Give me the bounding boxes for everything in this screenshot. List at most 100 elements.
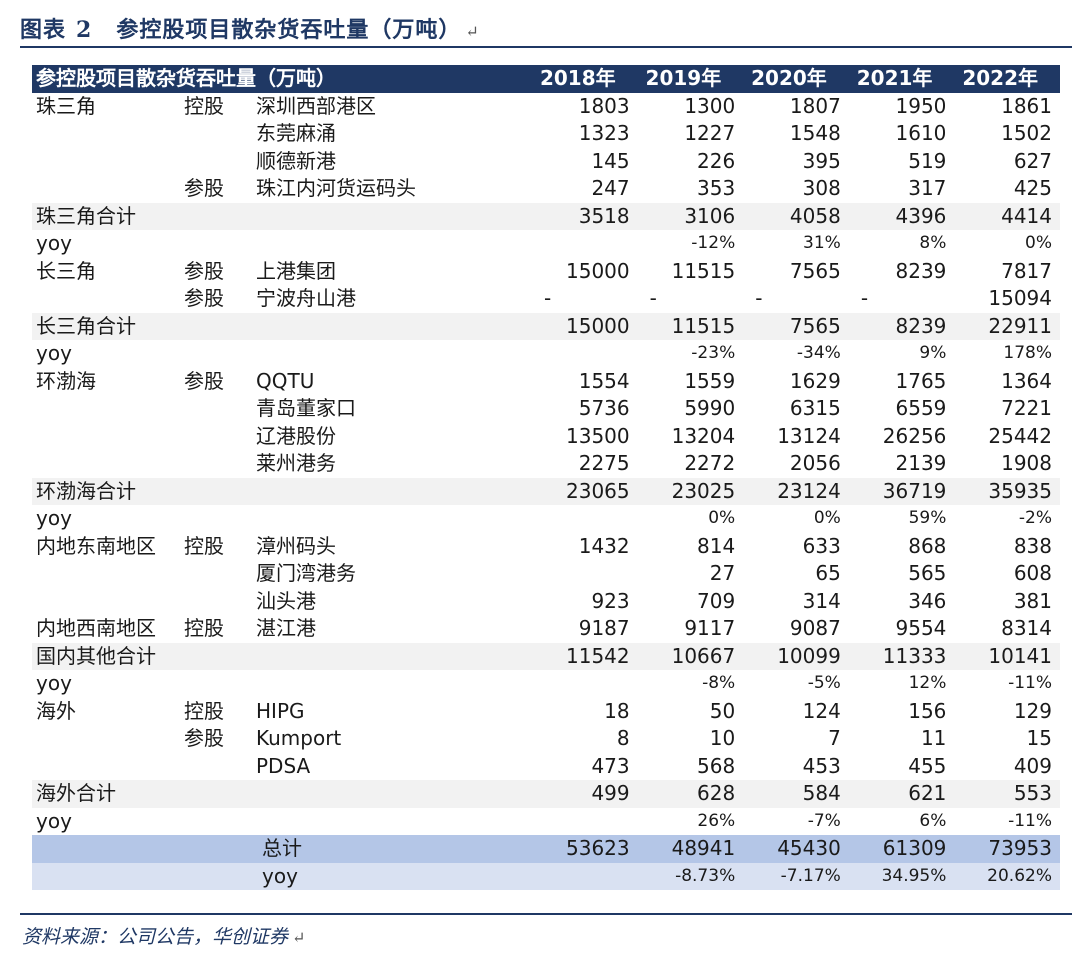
project-name-cell: PDSA xyxy=(256,753,311,778)
stake-cell xyxy=(180,230,252,258)
value-cell: 7221 xyxy=(1001,396,1052,420)
value-cell: 6559 xyxy=(895,396,947,420)
region-cell xyxy=(32,175,180,203)
value-cell: 1364 xyxy=(1001,368,1052,393)
value-cell: 2272 xyxy=(684,451,736,475)
region-cell xyxy=(32,395,180,423)
value-cell: 9117 xyxy=(684,616,736,640)
yoy-cell: 12% xyxy=(908,673,947,693)
value-cell: 35935 xyxy=(954,477,1060,505)
value-cell: 2056 xyxy=(789,451,841,475)
value-cell: 395 xyxy=(802,148,841,173)
value-cell: 7817 xyxy=(1001,258,1052,283)
value-cell: 48941 xyxy=(637,835,744,863)
region-cell: yoy xyxy=(36,341,72,365)
value-cell: 455 xyxy=(908,753,947,778)
region-cell xyxy=(32,450,180,478)
yoy-cell: -8% xyxy=(702,673,736,693)
year-header: 2019年 xyxy=(637,65,744,93)
value-cell: - xyxy=(544,286,552,310)
region-cell xyxy=(32,285,180,313)
yoy-cell: 178% xyxy=(1003,343,1052,363)
table-header-row: 参控股项目散杂货吞吐量（万吨） 2018年 2019年 2020年 2021年 … xyxy=(32,65,1060,93)
title-bar: 图表 2 参控股项目散杂货吞吐量（万吨） ↵ xyxy=(20,8,1072,48)
region-cell: 内地西南地区 xyxy=(36,616,156,640)
region-cell: 珠三角 xyxy=(36,93,96,118)
value-cell: 15000 xyxy=(532,312,638,340)
value-cell: - xyxy=(860,286,869,310)
value-cell: 23025 xyxy=(637,477,744,505)
value-cell: 15094 xyxy=(988,286,1052,310)
region-cell: 珠三角合计 xyxy=(32,202,180,230)
stake-cell: 控股 xyxy=(184,93,224,118)
value-cell: 13204 xyxy=(671,423,736,448)
source-text: 资料来源：公司公告，华创证券 xyxy=(22,926,289,948)
project-name-cell: 深圳西部港区 xyxy=(256,93,376,118)
value-cell: 308 xyxy=(802,176,841,200)
region-cell xyxy=(32,423,180,451)
yoy-row: yoy -23% -34% 9% 178% xyxy=(32,340,1060,368)
yoy-cell: -7% xyxy=(807,810,841,831)
stake-cell: 参股 xyxy=(184,726,224,750)
project-name-cell: 东莞麻涌 xyxy=(256,121,336,145)
stake-cell xyxy=(180,835,252,863)
stake-cell xyxy=(180,423,252,451)
value-cell: 814 xyxy=(697,533,736,558)
value-cell: 1227 xyxy=(684,121,736,145)
table-row: PDSA 473 568 453 455 409 xyxy=(32,753,1060,781)
value-cell: 3518 xyxy=(532,202,638,230)
subtotal-row: 珠三角合计 3518 3106 4058 4396 4414 xyxy=(32,202,1060,230)
project-name-cell xyxy=(252,670,532,698)
value-cell: - xyxy=(649,286,657,310)
value-cell: 26256 xyxy=(882,423,947,448)
year-header: 2022年 xyxy=(954,65,1060,93)
value-cell: 314 xyxy=(802,588,841,613)
yoy-cell: 0% xyxy=(708,508,736,528)
value-cell: 36719 xyxy=(848,477,955,505)
yoy-cell: -11% xyxy=(1008,673,1052,693)
value-cell: 10 xyxy=(709,726,736,750)
value-cell: 25442 xyxy=(988,423,1052,448)
value-cell: 10099 xyxy=(743,642,849,670)
value-cell: 1610 xyxy=(895,121,947,145)
value-cell: 4058 xyxy=(743,202,849,230)
stake-cell xyxy=(180,450,252,478)
stake-cell xyxy=(180,148,252,176)
title-number: 2 xyxy=(76,17,93,43)
value-cell: 11515 xyxy=(671,258,736,283)
value-cell: 1765 xyxy=(895,368,947,393)
subtotal-row: 国内其他合计 11542 10667 10099 11333 10141 xyxy=(32,642,1060,670)
table-row: 环渤海 参股 QQTU 1554 1559 1629 1765 1364 xyxy=(32,368,1060,396)
value-cell: 568 xyxy=(697,753,736,778)
project-name-cell: 莱州港务 xyxy=(256,451,336,475)
value-cell: 1861 xyxy=(1001,93,1052,118)
yoy-cell: 31% xyxy=(803,233,841,253)
region-cell: yoy xyxy=(36,808,72,833)
region-cell xyxy=(32,725,180,753)
stake-cell xyxy=(180,340,252,368)
value-cell: 1432 xyxy=(578,533,630,558)
yoy-cell: 6% xyxy=(919,810,947,831)
project-name-cell: Kumport xyxy=(256,726,342,750)
value-cell: 7 xyxy=(828,726,841,750)
stake-cell xyxy=(180,588,252,616)
table-row: 参股 Kumport 8 10 7 11 15 xyxy=(32,725,1060,753)
region-cell: 内地东南地区 xyxy=(36,533,156,558)
stake-cell xyxy=(180,120,252,148)
region-cell: 海外合计 xyxy=(32,780,180,808)
title-prefix: 图表 xyxy=(20,17,67,43)
value-cell: 129 xyxy=(1013,698,1052,723)
value-cell: 23124 xyxy=(743,477,849,505)
value-cell: 628 xyxy=(637,780,744,808)
table-body: 珠三角 控股 深圳西部港区 1803 1300 1807 1950 1861 东莞麻涌 1323 1… xyxy=(32,93,1060,890)
stake-cell: 参股 xyxy=(184,286,224,310)
value-cell: 4396 xyxy=(848,202,955,230)
project-name-cell xyxy=(252,312,533,340)
table-row: 内地西南地区 控股 湛江港 9187 9117 9087 9554 8314 xyxy=(32,615,1060,643)
stake-cell xyxy=(180,505,252,533)
value-cell: 15000 xyxy=(566,258,630,283)
yoy-cell: -7.17% xyxy=(743,862,849,890)
table-row: 海外 控股 HIPG 18 50 124 156 129 xyxy=(32,698,1060,726)
value-cell: 13124 xyxy=(777,423,841,448)
yoy-cell xyxy=(532,505,638,533)
